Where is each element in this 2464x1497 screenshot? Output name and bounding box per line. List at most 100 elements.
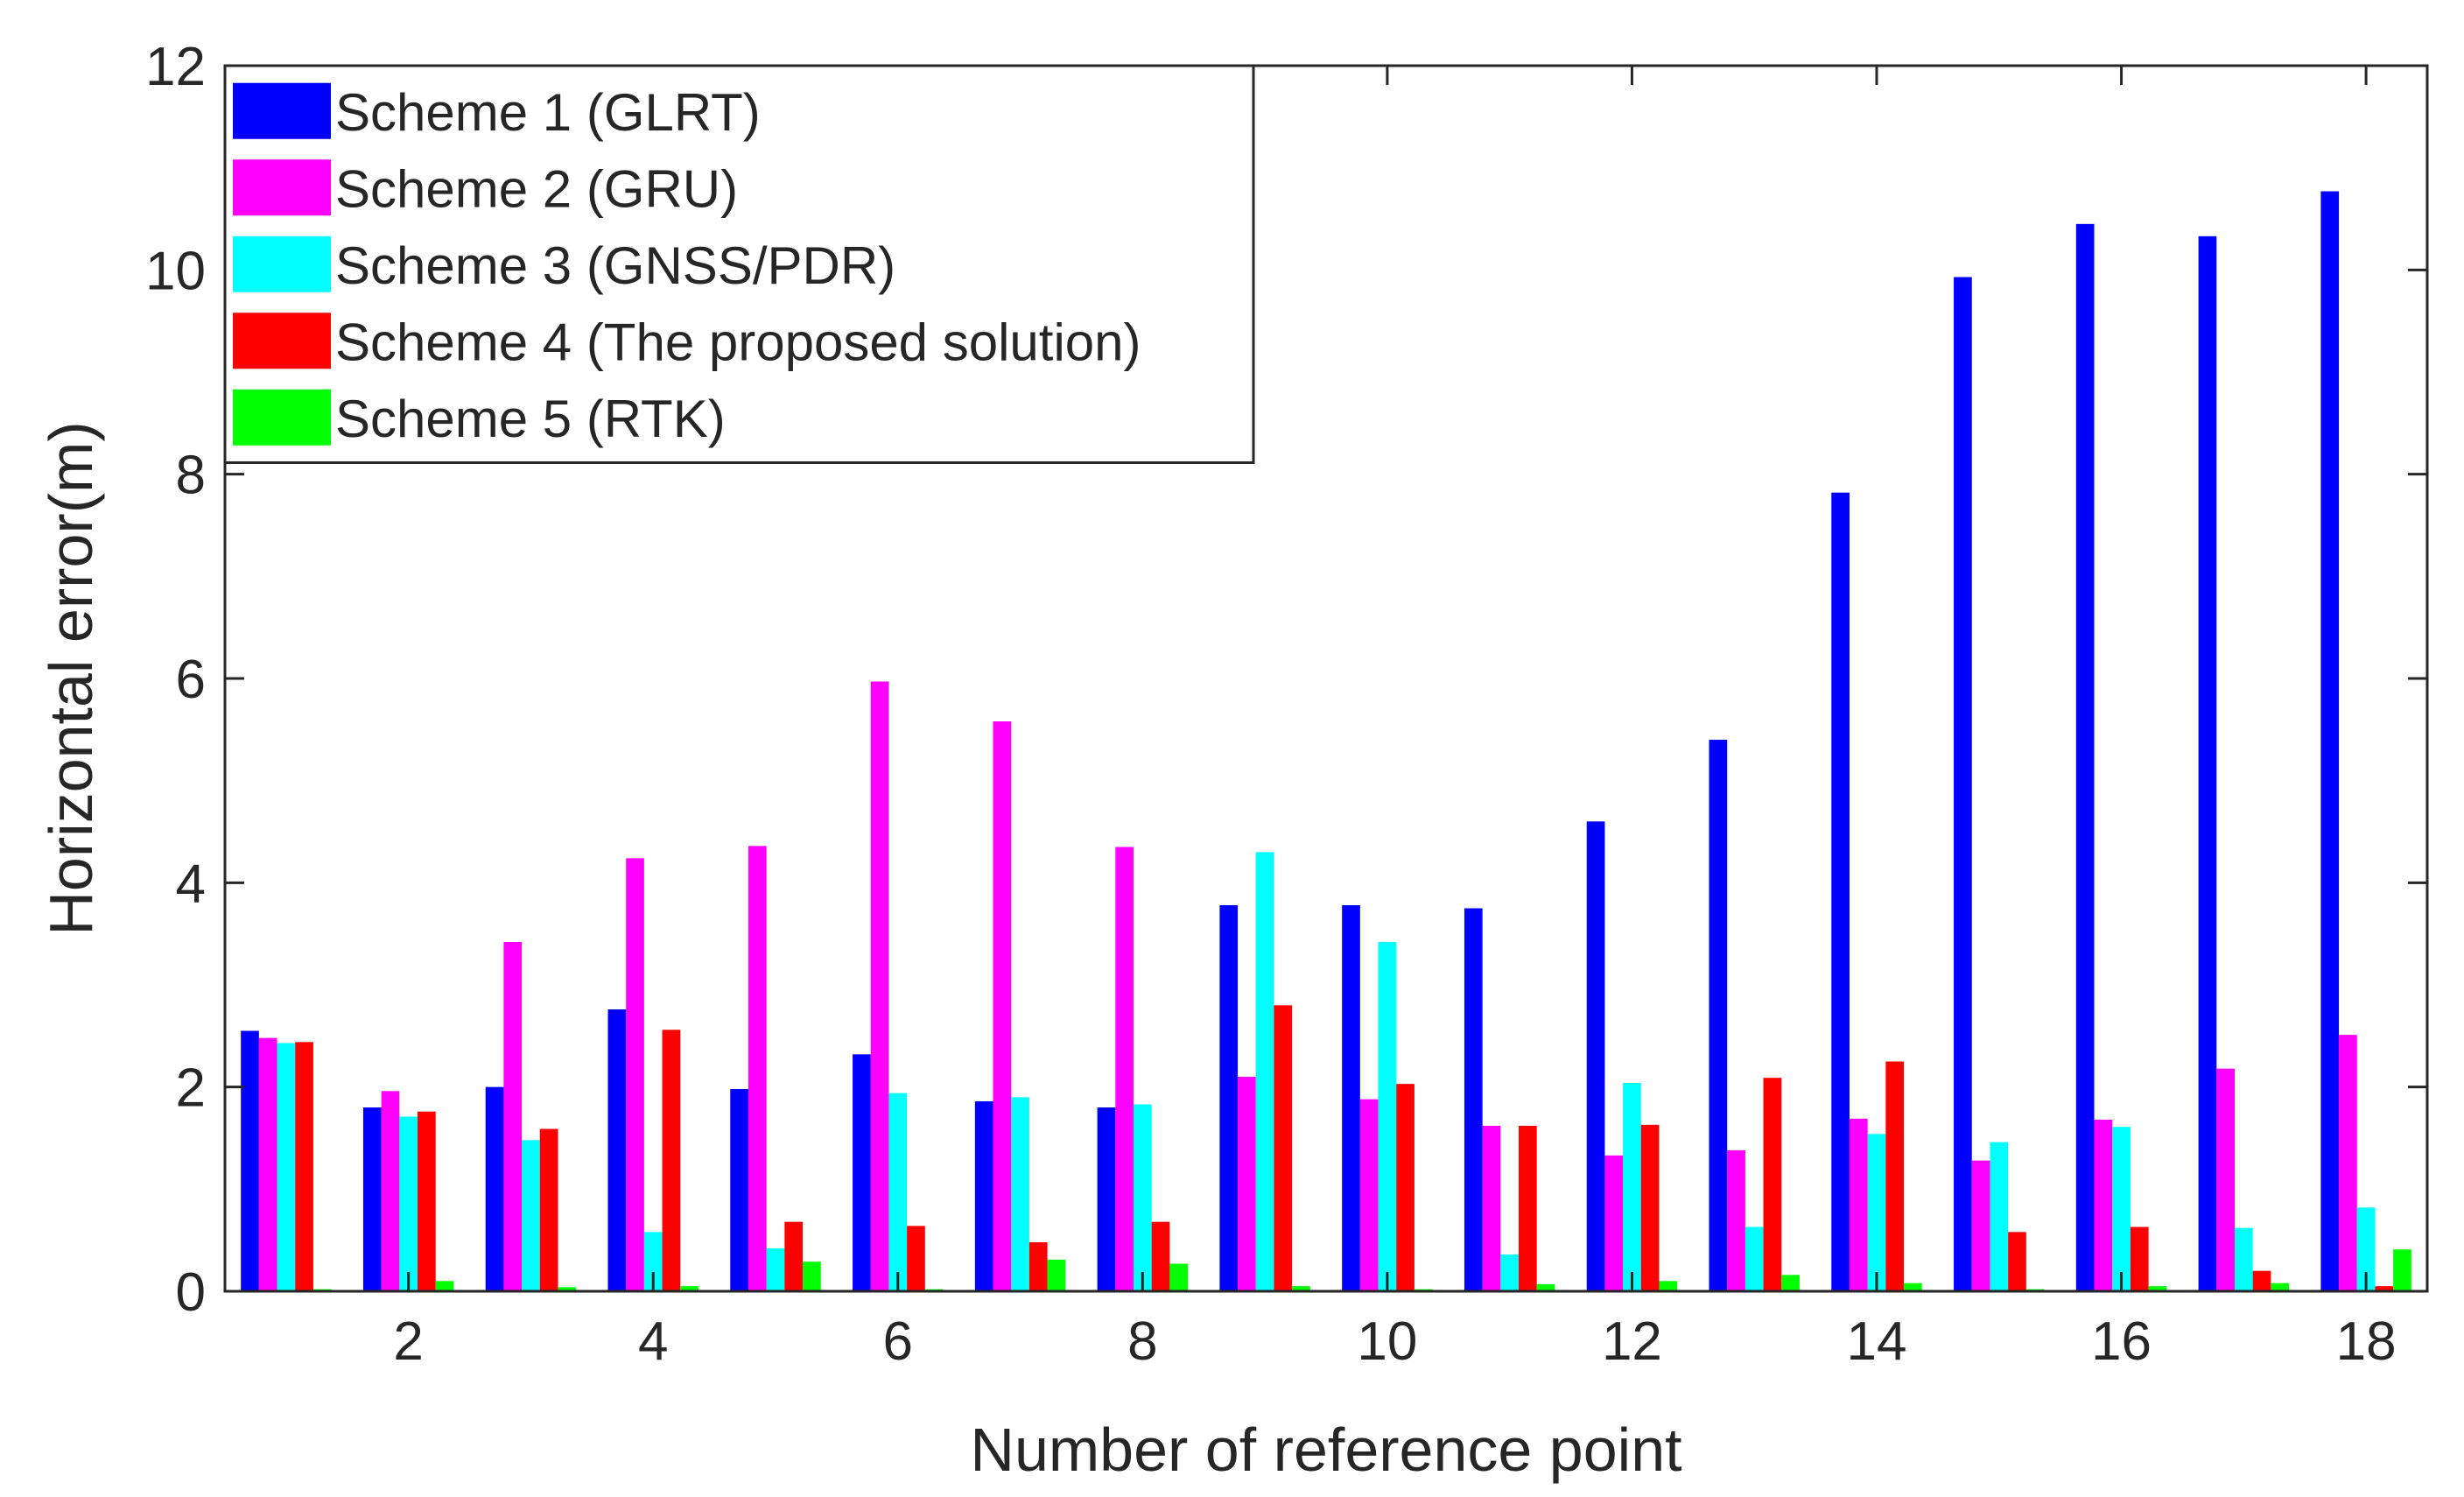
bar-s1-p10 (1342, 905, 1360, 1291)
bar-s1-p11 (1464, 908, 1483, 1291)
bar-s5-p16 (2148, 1286, 2167, 1291)
bar-s1-p3 (485, 1086, 504, 1291)
bar-s4-p3 (539, 1128, 558, 1291)
bar-s3-p9 (1255, 852, 1274, 1291)
bar-s2-p17 (2216, 1068, 2235, 1291)
bar-s3-p1 (277, 1043, 296, 1291)
bar-s4-p1 (295, 1042, 313, 1291)
bar-s1-p5 (730, 1089, 748, 1291)
bar-group (241, 191, 2411, 1292)
bar-s1-p15 (1954, 277, 1972, 1291)
bar-s3-p10 (1378, 942, 1397, 1291)
x-axis-label: Number of reference point (970, 1416, 1681, 1484)
bar-s1-p9 (1219, 905, 1239, 1291)
bar-s4-p6 (907, 1226, 925, 1291)
bar-s4-p16 (2130, 1226, 2149, 1291)
x-tick-label: 2 (393, 1311, 423, 1372)
bar-s2-p2 (381, 1091, 400, 1291)
bar-s4-p13 (1763, 1078, 1782, 1291)
bar-s2-p14 (1849, 1118, 1868, 1291)
legend-swatch-5 (233, 389, 331, 446)
bar-s4-p15 (2008, 1232, 2026, 1291)
bar-s5-p17 (2271, 1283, 2290, 1291)
bar-s2-p9 (1238, 1077, 1256, 1291)
bar-s2-p16 (2094, 1120, 2113, 1291)
x-tick-label: 4 (638, 1311, 668, 1372)
legend: Scheme 1 (GLRT) Scheme 2 (GRU) Scheme 3 (G… (223, 64, 1255, 464)
bar-s1-p1 (241, 1030, 259, 1291)
x-tick-label: 14 (1847, 1311, 1907, 1372)
bar-s4-p17 (2252, 1270, 2271, 1291)
bar-s3-p6 (888, 1093, 908, 1291)
legend-swatch-4 (233, 313, 331, 369)
bar-s1-p13 (1709, 740, 1728, 1291)
bar-s5-p12 (1659, 1281, 1678, 1291)
bar-s3-p3 (522, 1140, 540, 1291)
bar-s1-p7 (974, 1101, 993, 1291)
bar-s1-p6 (853, 1054, 871, 1291)
bar-s2-p11 (1482, 1126, 1501, 1291)
bar-s5-p18 (2393, 1249, 2411, 1291)
bar-s3-p13 (1744, 1226, 1764, 1291)
legend-label-1: Scheme 1 (GLRT) (335, 83, 761, 142)
y-axis-label: Horizontal error(m) (37, 421, 105, 935)
x-tick-label: 10 (1357, 1311, 1417, 1372)
y-tick-label: 4 (176, 854, 206, 914)
bar-s3-p15 (1990, 1142, 2009, 1291)
bar-s2-p15 (1971, 1160, 1990, 1291)
y-tick-label: 2 (176, 1058, 206, 1119)
bar-s2-p1 (258, 1037, 277, 1291)
bar-s5-p5 (803, 1262, 821, 1291)
bar-s4-p4 (662, 1030, 681, 1291)
legend-label-4: Scheme 4 (The proposed solution) (335, 313, 1141, 371)
bar-s4-p12 (1640, 1124, 1660, 1291)
bar-s3-p18 (2356, 1207, 2376, 1291)
bar-s1-p8 (1097, 1107, 1116, 1291)
bar-s2-p3 (503, 942, 523, 1291)
y-tick-label: 12 (145, 37, 206, 97)
bar-s1-p16 (2075, 223, 2095, 1292)
x-tick-label: 16 (2091, 1311, 2152, 1372)
bar-s1-p14 (1831, 492, 1850, 1291)
bar-s3-p2 (399, 1116, 418, 1291)
x-axis-ticks: 2 4 6 8 10 12 14 16 18 (393, 66, 2397, 1372)
bar-s2-p10 (1359, 1099, 1379, 1291)
legend-label-3: Scheme 3 (GNSS/PDR) (335, 236, 895, 295)
bar-s4-p14 (1885, 1061, 1905, 1291)
bar-s3-p12 (1623, 1083, 1641, 1291)
bar-s5-p13 (1781, 1275, 1800, 1291)
bar-s1-p2 (362, 1107, 382, 1291)
bar-s2-p7 (993, 721, 1012, 1291)
bar-s4-p18 (2375, 1286, 2394, 1291)
bar-s4-p9 (1274, 1005, 1293, 1291)
legend-box (223, 64, 1255, 464)
legend-swatch-3 (233, 235, 331, 292)
legend-swatch-2 (233, 159, 331, 216)
bar-s2-p13 (1727, 1150, 1745, 1291)
bar-s5-p7 (1047, 1259, 1066, 1291)
y-axis-ticks: 0 2 4 6 8 10 12 (145, 37, 2427, 1323)
bar-s4-p7 (1028, 1242, 1048, 1291)
x-tick-label: 12 (1602, 1311, 1662, 1372)
bar-s2-p6 (870, 681, 889, 1291)
bar-s2-p5 (748, 846, 767, 1291)
bar-s3-p14 (1867, 1134, 1886, 1291)
bar-s3-p17 (2234, 1227, 2253, 1291)
x-tick-label: 18 (2336, 1311, 2397, 1372)
bar-s3-p16 (2112, 1127, 2131, 1291)
bar-s2-p18 (2339, 1035, 2357, 1291)
x-tick-label: 8 (1127, 1311, 1157, 1372)
bar-s5-p11 (1536, 1283, 1555, 1291)
bar-s4-p8 (1151, 1221, 1170, 1291)
bar-s1-p18 (2320, 191, 2340, 1291)
bar-s2-p4 (626, 858, 644, 1291)
bar-s3-p8 (1133, 1104, 1152, 1291)
bar-s1-p12 (1586, 821, 1605, 1291)
y-tick-label: 10 (145, 241, 206, 301)
bar-s3-p4 (643, 1232, 663, 1291)
legend-swatch-1 (233, 82, 331, 139)
bar-s5-p3 (558, 1287, 577, 1291)
legend-label-5: Scheme 5 (RTK) (335, 390, 726, 448)
bar-s2-p12 (1604, 1155, 1624, 1291)
